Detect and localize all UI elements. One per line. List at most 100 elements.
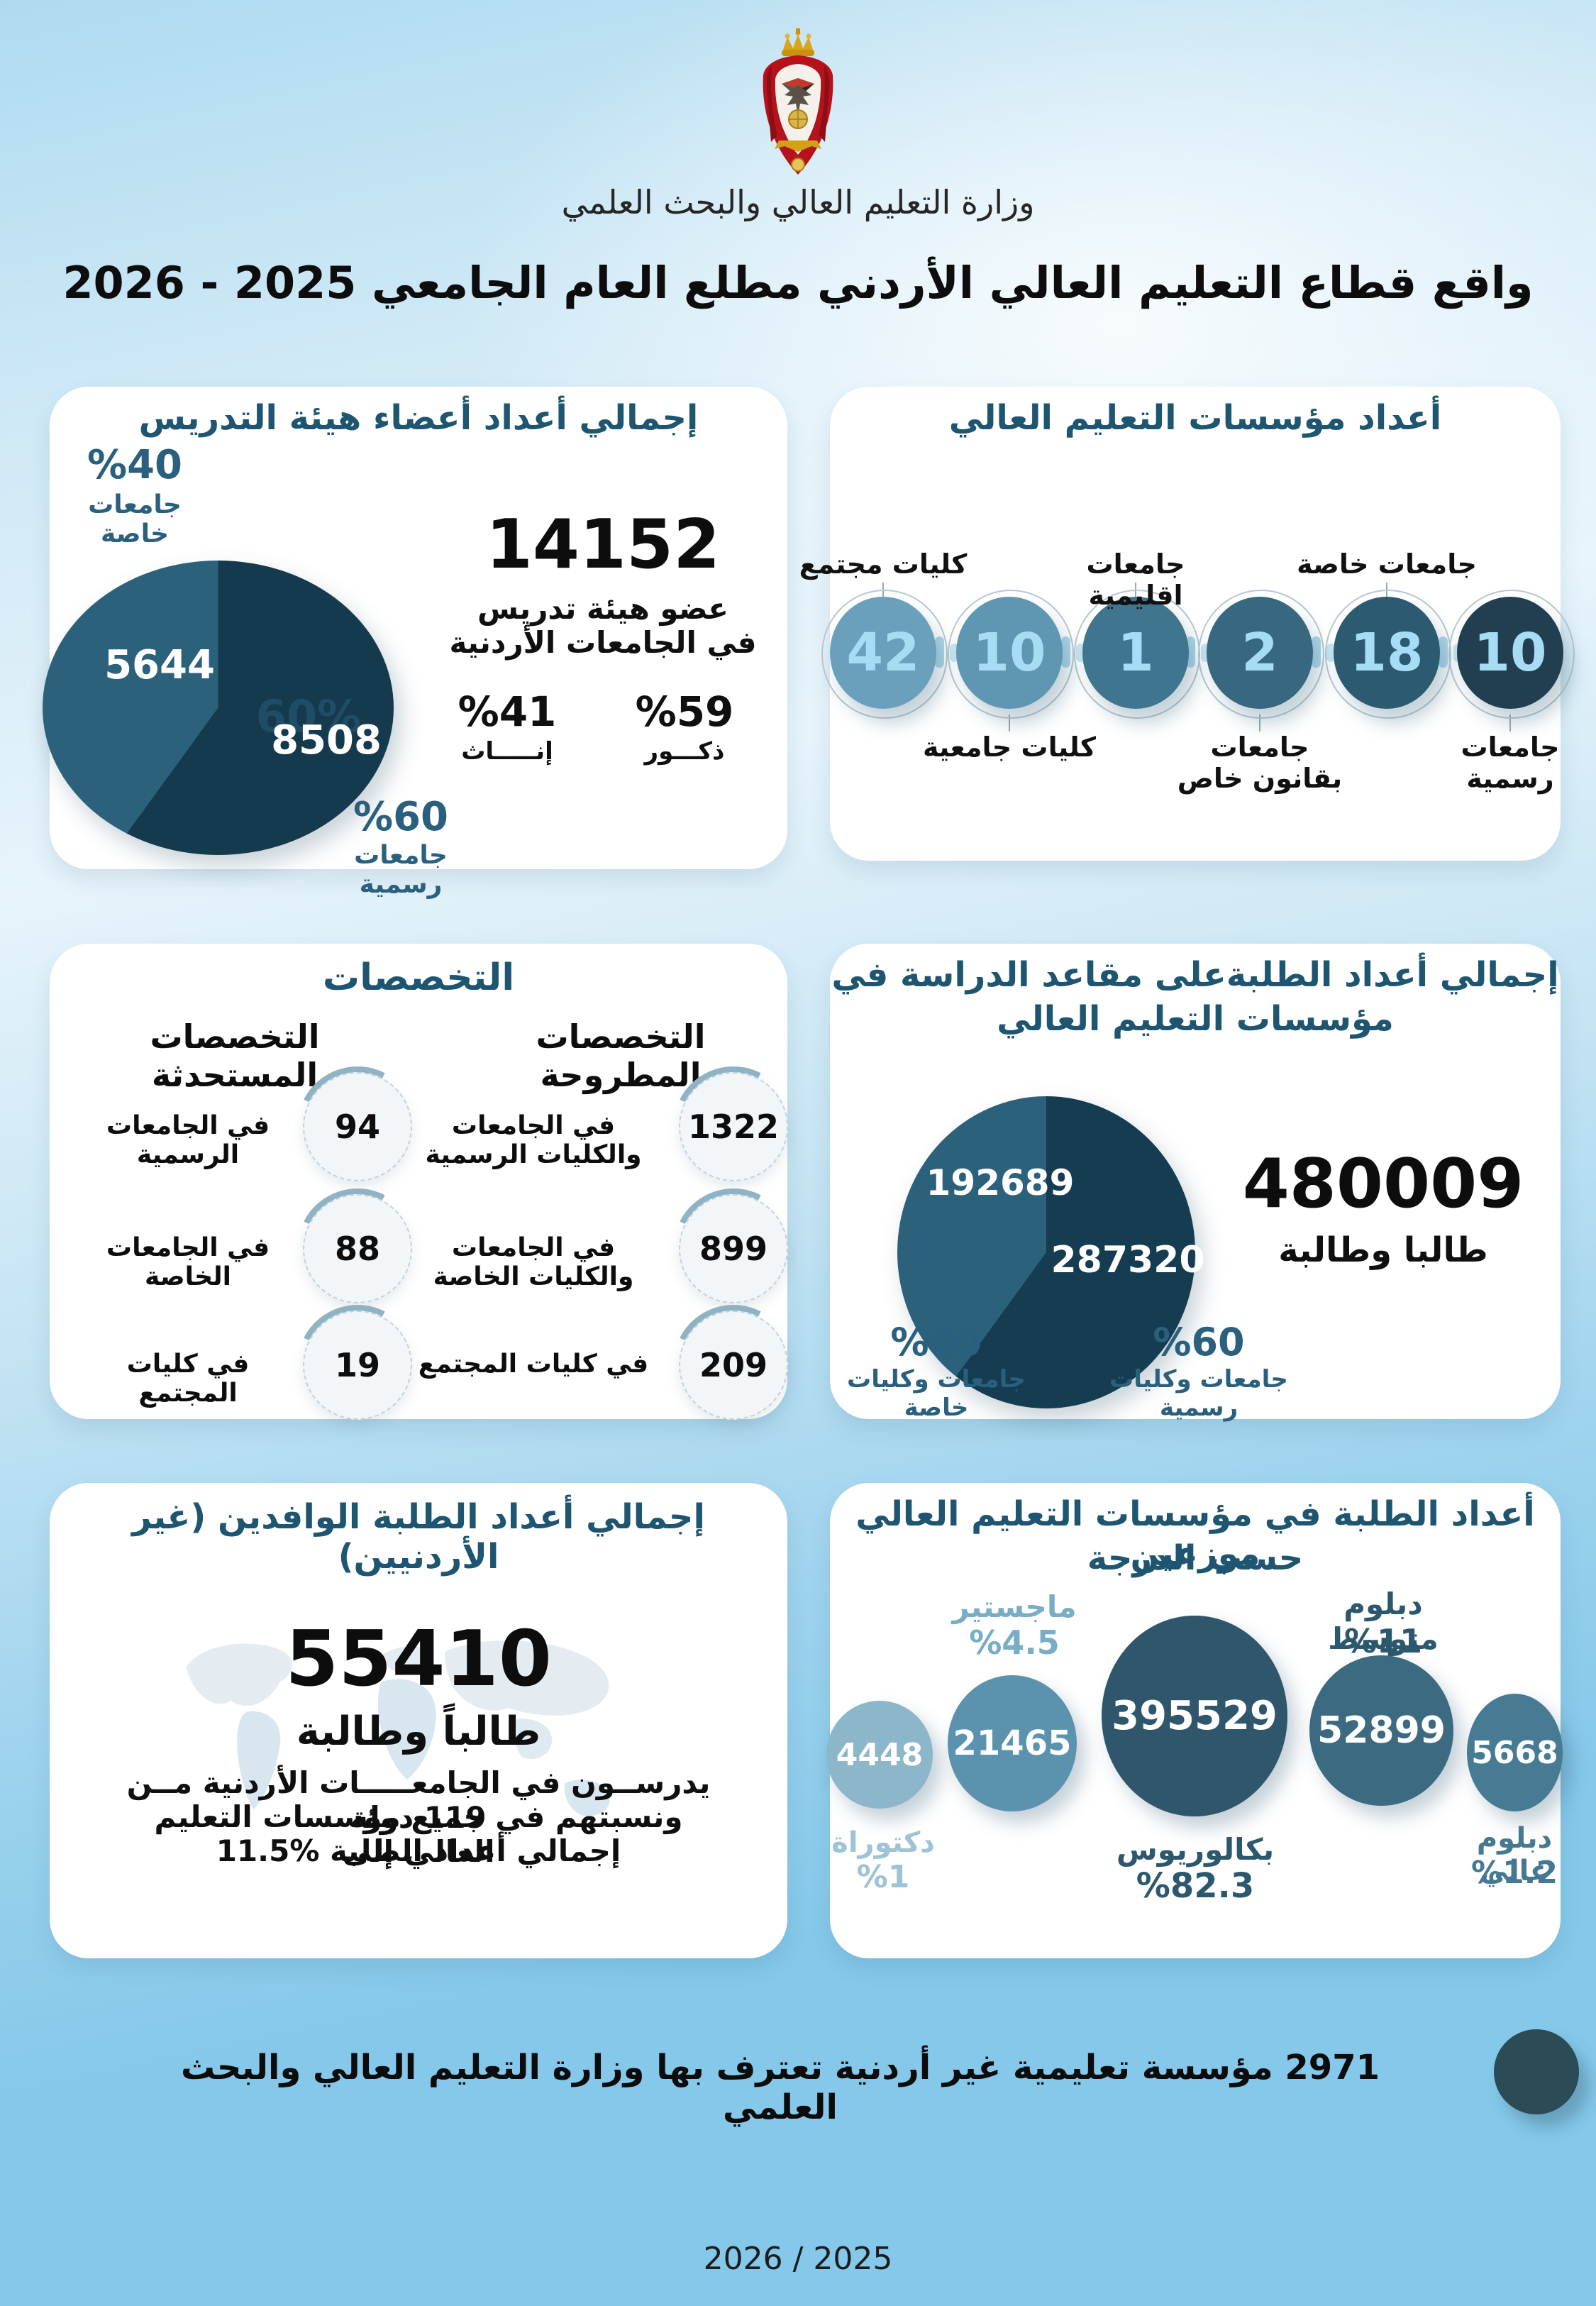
doctorate-value: 4448 — [836, 1736, 924, 1773]
degrees-distribution-card: أعداد الطلبة في مؤسسات التعليم العالي مو… — [826, 1483, 1563, 1958]
recognized-institutions-note: 2971 مؤسسة تعليمية غير أردنية تعترف بها … — [181, 2048, 1380, 2127]
circle-ring — [1448, 590, 1575, 719]
bachelors-bubble: 395529 — [1102, 1616, 1287, 1816]
international-caption: طالباً وطالبة — [296, 1709, 541, 1755]
students-public-percent: %60 — [1153, 1320, 1245, 1364]
connector-line — [1009, 715, 1010, 732]
faculty-pie-watermark: 60% — [255, 690, 362, 742]
world-map-icon — [186, 1640, 610, 1816]
institution-circle-public-universities: 10 — [1457, 597, 1563, 709]
masters-value: 21465 — [953, 1723, 1072, 1763]
academic-year-text: 2026 / 2025 — [703, 2241, 893, 2277]
circle-ring — [1198, 590, 1324, 719]
jordan-coat-of-arms-icon — [763, 28, 833, 175]
faculty-public-percent: %60 — [353, 794, 449, 840]
faculty-private-value: 5644 — [104, 642, 215, 688]
page-title: واقع قطاع التعليم العالي الأردني مطلع ال… — [62, 257, 1534, 309]
students-private-value: 192689 — [926, 1162, 1075, 1203]
introduced-specializations-header: التخصصات المستحدثة — [150, 1017, 320, 1094]
students-pie-chart — [897, 1096, 1195, 1408]
masters-label: ماجستير — [952, 1589, 1077, 1624]
offered-row3-label: في كليات المجتمع — [418, 1350, 649, 1379]
specializations-card: التخصصات التخصصات المطروحة التخصصات المس… — [50, 944, 788, 1420]
offered-specializations-header: التخصصات المطروحة — [536, 1017, 706, 1094]
introduced-row3-gauge: 19 — [303, 1311, 412, 1420]
institution-label-private-universities: جامعات خاصة — [1297, 548, 1477, 580]
faculty-males-percent: %59 — [635, 688, 734, 736]
offered-row2-value: 899 — [699, 1230, 768, 1268]
faculty-private-percent: %40 — [87, 442, 183, 488]
institution-circle-regional-universities: 1 — [1082, 597, 1189, 709]
institution-value: 2 — [1241, 622, 1278, 683]
faculty-members-card: إجمالي أعداد أعضاء هيئة التدريس %40 جامع… — [43, 387, 787, 899]
faculty-public-label: جامعات رسمية — [354, 841, 448, 899]
faculty-total-caption-1: عضو هيئة تدريس — [477, 591, 728, 626]
academic-year-footer: 2026 / 2025 — [0, 2241, 1596, 2277]
institution-label-private-law-universities: جامعات بقانون خاص — [1177, 732, 1343, 794]
faculty-males-label: ذكـــور — [644, 737, 725, 766]
faculty-pie-chart — [43, 561, 394, 855]
introduced-row1-value: 94 — [335, 1108, 381, 1146]
introduced-row2-label: في الجامعات الخاصة — [106, 1233, 270, 1291]
masters-bubble: 21465 — [948, 1675, 1077, 1811]
students-private-percent: %40 — [890, 1320, 982, 1364]
international-card-title: إجمالي أعداد الطلبة الوافدين (غير الأردن… — [132, 1497, 705, 1577]
students-private-label: جامعات وكليات خاصة — [847, 1365, 1026, 1422]
faculty-females-label: إنـــــاث — [461, 737, 553, 766]
students-total-caption: طالبا وطالبة — [1278, 1230, 1488, 1270]
institution-circle-private-universities: 18 — [1334, 597, 1440, 709]
intermediate-diploma-value: 52899 — [1317, 1709, 1446, 1752]
international-desc-line3: إجمالي أعداد الطلبة %11.5 — [216, 1833, 621, 1868]
ministry-name: وزارة التعليم العالي والبحث العلمي — [561, 183, 1035, 221]
degrees-card-title-line1: أعداد الطلبة في مؤسسات التعليم العالي مو… — [855, 1494, 1535, 1574]
institution-circle-private-law-universities: 2 — [1207, 597, 1313, 709]
intermediate-diploma-percent: %11 — [1343, 1622, 1423, 1660]
bachelors-percent: %82.3 — [1136, 1866, 1255, 1906]
degrees-card-title-line2: حسب الدرجة — [1087, 1538, 1304, 1578]
introduced-row2-value: 88 — [335, 1230, 381, 1268]
students-public-value: 287320 — [1051, 1239, 1205, 1281]
bachelors-value: 395529 — [1112, 1693, 1278, 1739]
institution-circle-fill: 42 — [830, 597, 936, 709]
circle-ring — [948, 590, 1074, 719]
offered-row2-label: في الجامعات والكليات الخاصة — [433, 1233, 634, 1291]
institution-label-community-colleges: كليات مجتمع — [799, 548, 968, 580]
doctorate-bubble: 4448 — [826, 1701, 933, 1809]
introduced-row2-gauge: 88 — [303, 1194, 412, 1303]
dark-circle-icon — [1494, 2029, 1579, 2114]
students-total: 480009 — [1242, 1145, 1524, 1223]
faculty-private-label: جامعات خاصة — [88, 490, 182, 548]
doctorate-label: دكتوراة — [831, 1826, 935, 1859]
intermediate-diploma-bubble: 52899 — [1309, 1655, 1453, 1806]
higher-diploma-bubble: 5668 — [1467, 1694, 1563, 1811]
offered-row2-gauge: 899 — [679, 1194, 788, 1303]
faculty-card-title: إجمالي أعداد أعضاء هيئة التدريس — [138, 398, 699, 438]
students-public-label: جامعات وكليات رسمية — [1109, 1365, 1288, 1422]
international-total: 55410 — [285, 1615, 552, 1704]
faculty-total-caption-2: في الجامعات الأردنية — [449, 625, 757, 660]
institution-label-public-universities: جامعات رسمية — [1461, 732, 1560, 794]
institution-value: 10 — [972, 622, 1046, 683]
offered-row1-label: في الجامعات والكليات الرسمية — [425, 1111, 642, 1169]
higher-diploma-value: 5668 — [1471, 1734, 1558, 1771]
higher-diploma-percent: %1.2 — [1470, 1855, 1558, 1891]
offered-row3-gauge: 209 — [679, 1311, 788, 1420]
institution-circle-university-colleges: 10 — [956, 597, 1063, 709]
institutions-card: أعداد مؤسسات التعليم العالي كليات مجتمع … — [799, 387, 1575, 861]
offered-row1-value: 1322 — [687, 1108, 780, 1146]
international-students-card: إجمالي أعداد الطلبة الوافدين (غير الأردن… — [50, 1483, 787, 1958]
international-desc-line1: يدرســون في الجامعـــــات الأردنية مــن … — [126, 1765, 711, 1835]
circle-ring — [821, 590, 948, 719]
students-total-card: إجمالي أعداد الطلبةعلى مقاعد الدراسة في … — [830, 944, 1561, 1422]
international-desc-line2: ونسبتهم في جميع مؤسسات التعليم العالي إل… — [154, 1799, 683, 1869]
institution-value: 1 — [1117, 622, 1154, 683]
institution-value: 18 — [1350, 622, 1424, 683]
institution-label-regional-universities: جامعات اقليمية — [1086, 548, 1185, 611]
intermediate-diploma-label: دبلوم متوسط — [1328, 1587, 1439, 1656]
institution-value: 42 — [846, 622, 920, 683]
introduced-row3-label: في كليات المجتمع — [126, 1350, 250, 1408]
students-card-title-line1: إجمالي أعداد الطلبةعلى مقاعد الدراسة في — [831, 955, 1559, 995]
masters-percent: %4.5 — [969, 1623, 1060, 1662]
connector-line — [1509, 715, 1511, 732]
